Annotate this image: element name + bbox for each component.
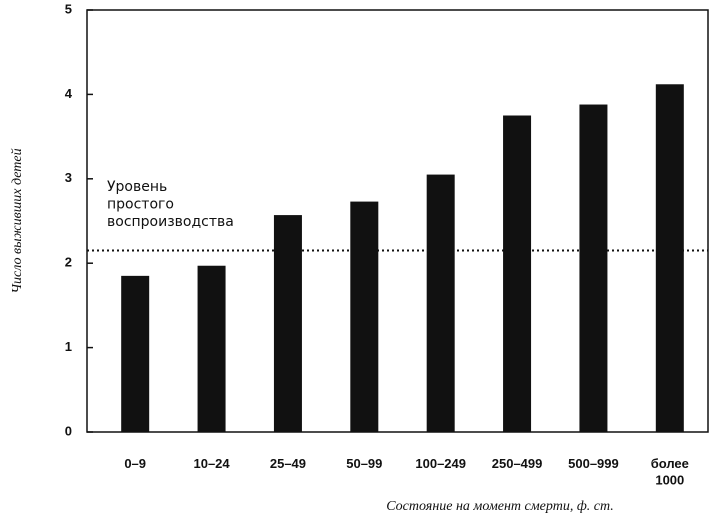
y-tick-label: 3	[65, 170, 72, 185]
bar	[197, 265, 226, 432]
y-axis-label: Число выживших детей	[10, 148, 25, 293]
bar	[655, 84, 684, 432]
y-tick-label: 0	[65, 423, 72, 438]
y-tick-label: 2	[65, 255, 72, 270]
y-tick-label: 4	[65, 86, 73, 101]
bar	[503, 115, 532, 432]
x-tick-label: 50–99	[346, 456, 382, 471]
y-tick-label: 5	[65, 1, 72, 16]
x-tick-label: 10–24	[193, 456, 230, 471]
bar	[579, 104, 608, 432]
x-tick-label: более 1000	[651, 456, 689, 487]
x-tick-label: 500–999	[568, 456, 619, 471]
x-tick-label: 250–499	[492, 456, 543, 471]
bar	[121, 275, 150, 432]
y-tick-label: 1	[65, 339, 72, 354]
x-tick-label: 0–9	[124, 456, 146, 471]
bar	[273, 215, 302, 432]
bar	[426, 174, 455, 432]
x-tick-label: 25–49	[270, 456, 306, 471]
x-axis-label: Состояние на момент смерти, ф. ст.	[386, 499, 614, 514]
bar	[350, 201, 379, 432]
reference-label: Уровень простого воспроизводства	[107, 179, 234, 230]
plot-frame	[86, 9, 709, 433]
x-tick-label: 100–249	[415, 456, 466, 471]
